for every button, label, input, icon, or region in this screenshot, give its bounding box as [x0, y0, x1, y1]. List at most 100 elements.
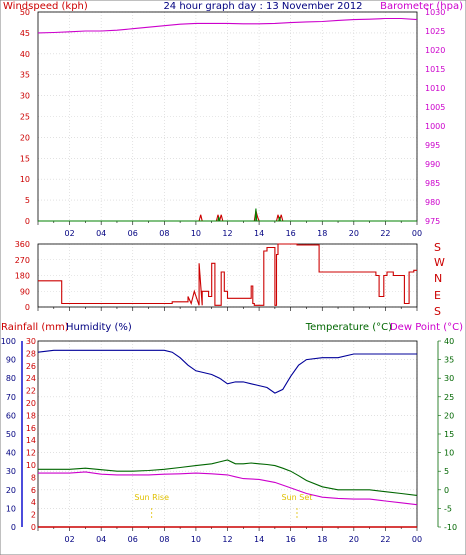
- y-tick-label-right: 1015: [425, 65, 445, 74]
- y-tick-label-direction: 270: [15, 256, 30, 265]
- y-tick-label-direction: 180: [15, 272, 30, 281]
- y-tick-label-temp: 40: [444, 337, 454, 346]
- x-tick-label: 10: [191, 535, 201, 544]
- chart-title: 24 hour graph day : 13 November 2012: [163, 1, 362, 12]
- y-tick-label-right: 990: [425, 160, 440, 169]
- x-tick-label: 22: [380, 535, 390, 544]
- y-tick-label-left: 40: [20, 50, 30, 59]
- x-tick-label: 02: [64, 535, 74, 544]
- y-tick-label-right: 985: [425, 179, 440, 188]
- y-tick-label-right: 1010: [425, 84, 445, 93]
- y-tick-label-humidity: 30: [6, 467, 16, 476]
- y-tick-label-temp: 30: [444, 374, 454, 383]
- axis-label-humidity: Humidity (%): [66, 322, 132, 333]
- y-tick-label-humidity: 100: [1, 337, 16, 346]
- y-tick-label-rain: 12: [26, 449, 36, 458]
- y-tick-label-temp: 15: [444, 430, 454, 439]
- y-tick-label-left: 25: [20, 113, 30, 122]
- y-tick-label-rain: 6: [31, 486, 36, 495]
- y-tick-label-rain: 14: [26, 436, 36, 445]
- compass-label: E: [434, 289, 441, 302]
- y-tick-label-temp: -10: [444, 523, 457, 532]
- series-line-2-2: [38, 471, 418, 506]
- y-tick-label-humidity: 70: [6, 393, 16, 402]
- series-line-1-0: [38, 243, 417, 306]
- y-tick-label-left: 35: [20, 71, 30, 80]
- y-tick-label-temp: 20: [444, 411, 454, 420]
- y-tick-label-temp: 25: [444, 393, 454, 402]
- x-tick-label: 06: [128, 535, 138, 544]
- compass-label: S: [434, 305, 441, 318]
- y-tick-label-rain: 0: [31, 523, 36, 532]
- x-tick-label: 08: [159, 535, 169, 544]
- y-tick-label-rain: 16: [26, 424, 36, 433]
- x-tick-label: 12: [222, 229, 232, 238]
- y-tick-label-left: 10: [20, 175, 30, 184]
- y-tick-label-left: 0: [25, 217, 30, 226]
- compass-label: N: [434, 272, 442, 285]
- axis-label-barometer: Barometer (hpa): [380, 1, 463, 12]
- y-tick-label-humidity: 50: [6, 430, 16, 439]
- y-tick-label-rain: 22: [26, 387, 36, 396]
- y-tick-label-rain: 26: [26, 362, 36, 371]
- compass-label: S: [434, 241, 441, 254]
- y-tick-label-rain: 10: [26, 461, 36, 470]
- x-tick-label: 00: [412, 229, 422, 238]
- y-tick-label-direction: 90: [20, 287, 30, 296]
- y-tick-label-temp: -5: [444, 504, 452, 513]
- x-tick-label: 12: [222, 535, 232, 544]
- y-tick-label-temp: 0: [444, 486, 449, 495]
- series-line-2-0: [37, 349, 417, 394]
- y-tick-label-right: 1030: [425, 8, 445, 17]
- axis-label-dewpoint: Dew Point (°C): [390, 322, 463, 333]
- series-line-0-0: [37, 17, 418, 34]
- y-tick-label-humidity: 40: [6, 449, 16, 458]
- x-tick-label: 08: [159, 229, 169, 238]
- y-tick-label-right: 1000: [425, 122, 445, 131]
- axis-label-windspeed: Windspeed (kph): [3, 1, 88, 12]
- y-tick-label-temp: 5: [444, 467, 449, 476]
- x-tick-label: 20: [349, 535, 359, 544]
- sun-annotation: Sun Rise: [134, 493, 169, 502]
- x-tick-label: 14: [254, 229, 264, 238]
- axis-label-rainfall: Rainfall (mm): [1, 322, 69, 333]
- x-tick-label: 00: [412, 535, 422, 544]
- x-tick-label: 16: [286, 229, 296, 238]
- y-tick-label-humidity: 90: [6, 356, 16, 365]
- y-tick-label-temp: 35: [444, 356, 454, 365]
- y-tick-label-humidity: 0: [11, 523, 16, 532]
- x-tick-label: 10: [191, 229, 201, 238]
- y-tick-label-humidity: 60: [6, 411, 16, 420]
- y-tick-label-left: 5: [25, 196, 30, 205]
- wind-dir-frame: [37, 243, 418, 308]
- series-line-2-1: [38, 459, 418, 496]
- y-tick-label-left: 20: [20, 133, 30, 142]
- y-tick-label-direction: 0: [25, 303, 30, 312]
- y-tick-label-right: 1005: [425, 103, 445, 112]
- y-tick-label-right: 1025: [425, 27, 445, 36]
- y-tick-label-rain: 2: [31, 511, 36, 520]
- x-tick-label: 14: [254, 535, 264, 544]
- y-tick-label-right: 995: [425, 141, 440, 150]
- y-tick-label-rain: 24: [26, 374, 36, 383]
- x-tick-label: 04: [96, 535, 106, 544]
- axis-label-temperature: Temperature (°C): [305, 322, 392, 333]
- y-tick-label-left: 15: [20, 154, 30, 163]
- y-tick-label-right: 980: [425, 198, 440, 207]
- sun-annotation: Sun Set: [282, 493, 313, 502]
- y-tick-label-rain: 30: [26, 337, 36, 346]
- x-tick-label: 18: [317, 535, 327, 544]
- x-tick-label: 06: [128, 229, 138, 238]
- y-tick-label-rain: 4: [31, 498, 36, 507]
- y-tick-label-left: 30: [20, 92, 30, 101]
- x-tick-label: 20: [349, 229, 359, 238]
- y-tick-label-rain: 8: [31, 473, 36, 482]
- y-tick-label-temp: 10: [444, 449, 454, 458]
- y-tick-label-humidity: 80: [6, 374, 16, 383]
- compass-label: W: [434, 256, 445, 269]
- x-tick-label: 22: [380, 229, 390, 238]
- y-tick-label-rain: 18: [26, 411, 36, 420]
- y-tick-label-right: 975: [425, 217, 440, 226]
- y-tick-label-left: 45: [20, 29, 30, 38]
